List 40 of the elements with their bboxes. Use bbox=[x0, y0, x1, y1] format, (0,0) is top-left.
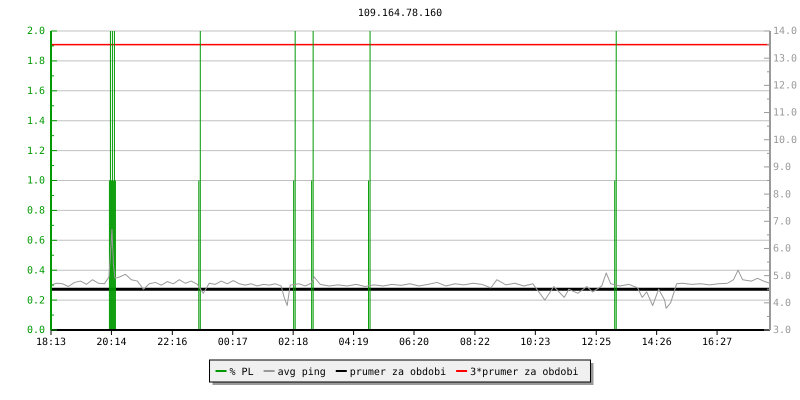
legend-label: 3*prumer za obdobi bbox=[470, 367, 578, 378]
legend-label: prumer za obdobi bbox=[350, 367, 446, 378]
y-tick-label: 2.0 bbox=[26, 26, 45, 38]
x-tick-label: 14:26 bbox=[642, 337, 672, 348]
legend-label: avg ping bbox=[278, 367, 326, 378]
y-tick-label: 1.2 bbox=[26, 146, 45, 157]
y-tick-label: 1.0 bbox=[26, 176, 45, 187]
y-tick-label: 0.2 bbox=[26, 295, 45, 306]
x-tick-label: 08:22 bbox=[460, 337, 490, 348]
y-tick-label: 1.6 bbox=[26, 86, 45, 97]
y2-tick-label: 11.0 bbox=[773, 108, 798, 119]
x-tick-label: 16:27 bbox=[702, 337, 732, 348]
y2-tick-label: 8.0 bbox=[773, 189, 792, 200]
y-tick-label: 0.0 bbox=[26, 325, 45, 336]
y2-tick-label: 7.0 bbox=[773, 216, 792, 228]
x-tick-label: 10:23 bbox=[520, 337, 550, 348]
y2-tick-label: 13.0 bbox=[773, 53, 798, 64]
y2-tick-label: 5.0 bbox=[773, 270, 792, 282]
y2-tick-label: 9.0 bbox=[773, 162, 792, 174]
y-tick-label: 0.6 bbox=[26, 236, 45, 246]
x-tick-label: 02:18 bbox=[278, 337, 308, 348]
y2-tick-label: 10.0 bbox=[773, 134, 798, 146]
x-tick-label: 06:20 bbox=[398, 337, 430, 348]
y-tick-label: 0.8 bbox=[26, 206, 45, 217]
y2-tick-label: 14.0 bbox=[773, 26, 798, 38]
x-tick-label: 18:13 bbox=[36, 337, 66, 348]
y-tick-label: 1.4 bbox=[26, 116, 45, 127]
legend-label: % PL bbox=[230, 367, 254, 378]
x-tick-label: 04:19 bbox=[338, 337, 369, 348]
x-tick-label: 22:16 bbox=[157, 337, 188, 348]
y-tick-label: 0.4 bbox=[26, 265, 45, 276]
y2-tick-label: 6.0 bbox=[773, 244, 792, 255]
chart-title: 109.164.78.160 bbox=[358, 8, 442, 19]
x-tick-label: 20:14 bbox=[96, 337, 126, 348]
y-tick-label: 1.8 bbox=[26, 56, 45, 68]
x-tick-label: 00:17 bbox=[218, 337, 248, 348]
y2-tick-label: 3.0 bbox=[773, 325, 792, 336]
x-tick-label: 12:25 bbox=[581, 337, 612, 348]
y2-tick-label: 12.0 bbox=[773, 80, 798, 92]
y2-tick-label: 4.0 bbox=[773, 298, 792, 310]
